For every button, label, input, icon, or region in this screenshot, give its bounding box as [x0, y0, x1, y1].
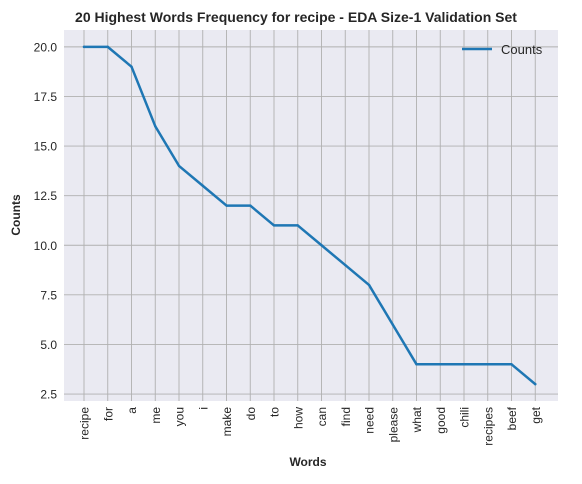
data-point	[510, 363, 513, 366]
chart-title: 20 Highest Words Frequency for recipe - …	[75, 9, 517, 25]
x-tick-label: for	[101, 407, 115, 421]
y-tick-label: 5.0	[40, 338, 57, 352]
y-axis-ticks: 2.5 5.0 7.5 10.0 12.5 15.0 17.5 20.0	[34, 40, 58, 401]
x-tick-label: recipe	[78, 407, 92, 440]
x-tick-label: get	[529, 406, 543, 423]
y-tick-label: 2.5	[40, 388, 57, 402]
x-tick-label: need	[363, 407, 377, 434]
data-point	[272, 224, 276, 227]
data-point	[201, 184, 204, 187]
x-tick-label: you	[173, 407, 187, 426]
x-tick-label: me	[149, 407, 163, 424]
data-point	[462, 363, 466, 366]
x-tick-label: good	[434, 407, 448, 434]
data-point	[415, 363, 418, 366]
data-point	[439, 363, 442, 366]
y-tick-label: 10.0	[34, 239, 58, 253]
x-tick-label: how	[291, 407, 305, 429]
y-tick-label: 20.0	[34, 40, 58, 54]
x-axis-label: Words	[289, 455, 326, 469]
series-layer	[82, 45, 537, 386]
x-tick-label: make	[220, 407, 234, 437]
y-tick-label: 15.0	[34, 140, 58, 154]
legend-label-counts: Counts	[501, 42, 543, 57]
x-tick-label: please	[386, 407, 400, 443]
data-point	[106, 45, 109, 49]
data-point	[486, 363, 489, 366]
data-point	[296, 224, 299, 227]
x-tick-label: chili	[458, 407, 472, 428]
x-tick-label: can	[315, 407, 329, 426]
x-tick-label: find	[339, 407, 353, 426]
data-point	[344, 263, 347, 267]
data-point	[367, 283, 371, 287]
series-line-counts	[82, 45, 537, 386]
y-tick-label: 17.5	[34, 90, 58, 104]
data-point	[154, 125, 157, 128]
data-point	[130, 65, 133, 68]
x-tick-label: i	[196, 407, 210, 410]
x-tick-label: recipes	[481, 407, 495, 446]
data-point	[249, 204, 252, 207]
x-tick-label: do	[244, 407, 258, 421]
grid	[64, 30, 558, 401]
y-axis-label: Counts	[9, 194, 23, 236]
data-point	[177, 164, 181, 168]
x-tick-label: a	[125, 407, 139, 414]
plot-area	[64, 30, 558, 401]
x-axis-ticks: recipe for a me you i make do to how can find need pl…	[78, 406, 543, 445]
x-tick-label: to	[268, 407, 282, 417]
legend: Counts	[462, 42, 543, 57]
y-tick-label: 7.5	[40, 288, 57, 302]
data-point	[534, 382, 537, 386]
x-tick-label: beef	[505, 406, 519, 430]
data-point	[225, 204, 228, 207]
data-point	[391, 323, 394, 326]
x-tick-label: what	[410, 406, 424, 433]
data-point	[82, 45, 86, 49]
data-point	[320, 244, 323, 247]
y-tick-label: 12.5	[34, 189, 58, 203]
